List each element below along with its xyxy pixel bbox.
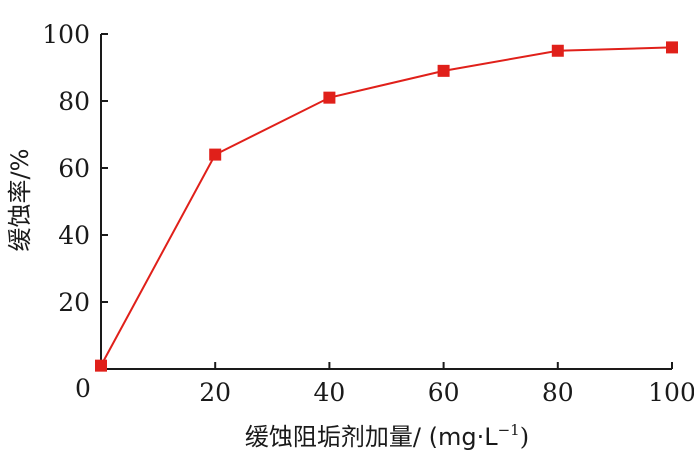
origin-label: 0 [75,374,91,403]
data-point-marker [323,91,336,104]
x-axis-title: 缓蚀阻垢剂加量/ (mg·L−1) [245,421,529,451]
x-tick-label: 60 [428,378,460,407]
y-tick-label: 40 [58,221,90,250]
x-axis-title-close: ) [520,423,529,451]
axes [100,34,672,370]
x-tick-label: 20 [199,378,231,407]
data-point-marker [95,359,107,372]
y-tick-label: 100 [42,20,90,49]
y-tick-label: 80 [58,87,90,116]
series-line [100,46,673,367]
x-axis-title-main: 缓蚀阻垢剂加量/ (mg·L [245,423,498,451]
y-tick-label: 60 [58,154,90,183]
x-tick-label: 40 [313,378,345,407]
series-group [95,41,678,372]
x-tick-label: 100 [648,378,694,407]
y-axis-title: 缓蚀率/% [6,149,34,252]
axis-ticks: 20 40 60 80 100 20 40 60 80 100 [42,20,694,407]
y-tick-label: 20 [58,288,90,317]
data-point-marker [437,64,450,77]
data-point-marker [666,41,678,54]
data-point-marker [209,148,222,161]
data-point-marker [551,44,564,57]
x-tick-label: 80 [542,378,574,407]
x-axis-title-exponent: −1 [498,421,520,439]
